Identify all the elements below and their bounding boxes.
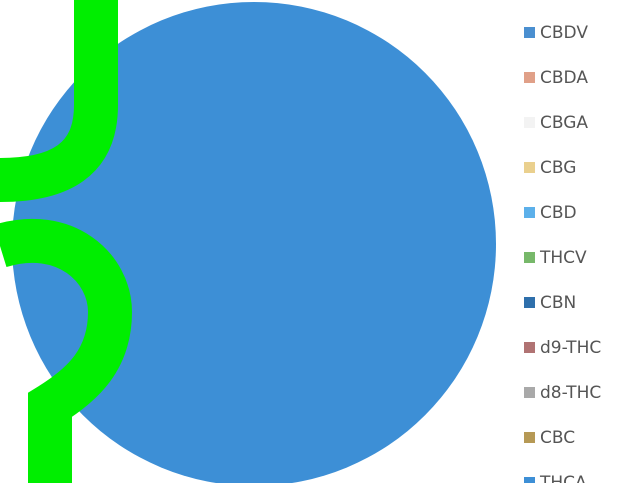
- pie-slice-thca: [12, 2, 496, 483]
- legend-item-cbg: CBG: [524, 145, 629, 190]
- green-overlay-marks: [0, 0, 133, 483]
- legend-item-d8-thc: d8-THC: [524, 370, 629, 415]
- legend-item-thcv: THCV: [524, 235, 629, 280]
- legend-label: CBC: [540, 427, 576, 448]
- overlay-mark-upper: [0, 0, 118, 202]
- legend-swatch: [524, 207, 535, 218]
- legend-swatch: [524, 477, 535, 483]
- legend: CBDV CBDA CBGA CBG CBD THCV CBN d9-THC d8-THC CBC…: [524, 10, 629, 483]
- pie-slices: [12, 2, 496, 483]
- legend-item-cbd: CBD: [524, 190, 629, 235]
- legend-label: CBGA: [540, 112, 589, 133]
- legend-swatch: [524, 27, 535, 38]
- legend-item-cbga: CBGA: [524, 100, 629, 145]
- pie-chart: [0, 0, 496, 483]
- legend-swatch: [524, 342, 535, 353]
- legend-label: CBD: [540, 202, 577, 223]
- overlay-mark-lower: [0, 219, 133, 483]
- legend-item-cbda: CBDA: [524, 55, 629, 100]
- legend-item-cbn: CBN: [524, 280, 629, 325]
- legend-swatch: [524, 72, 535, 83]
- legend-label: CBG: [540, 157, 577, 178]
- legend-label: THCV: [540, 247, 587, 268]
- legend-label: d8-THC: [540, 382, 602, 403]
- legend-label: CBN: [540, 292, 577, 313]
- legend-item-cbc: CBC: [524, 415, 629, 460]
- legend-swatch: [524, 252, 535, 263]
- legend-swatch: [524, 297, 535, 308]
- legend-item-d9-thc: d9-THC: [524, 325, 629, 370]
- legend-swatch: [524, 432, 535, 443]
- legend-item-thca: THCA: [524, 460, 629, 483]
- legend-swatch: [524, 387, 535, 398]
- legend-label: CBDV: [540, 22, 588, 43]
- legend-swatch: [524, 162, 535, 173]
- legend-label: THCA: [540, 472, 587, 483]
- legend-swatch: [524, 117, 535, 128]
- legend-label: CBDA: [540, 67, 588, 88]
- legend-item-cbdv: CBDV: [524, 10, 629, 55]
- legend-label: d9-THC: [540, 337, 602, 358]
